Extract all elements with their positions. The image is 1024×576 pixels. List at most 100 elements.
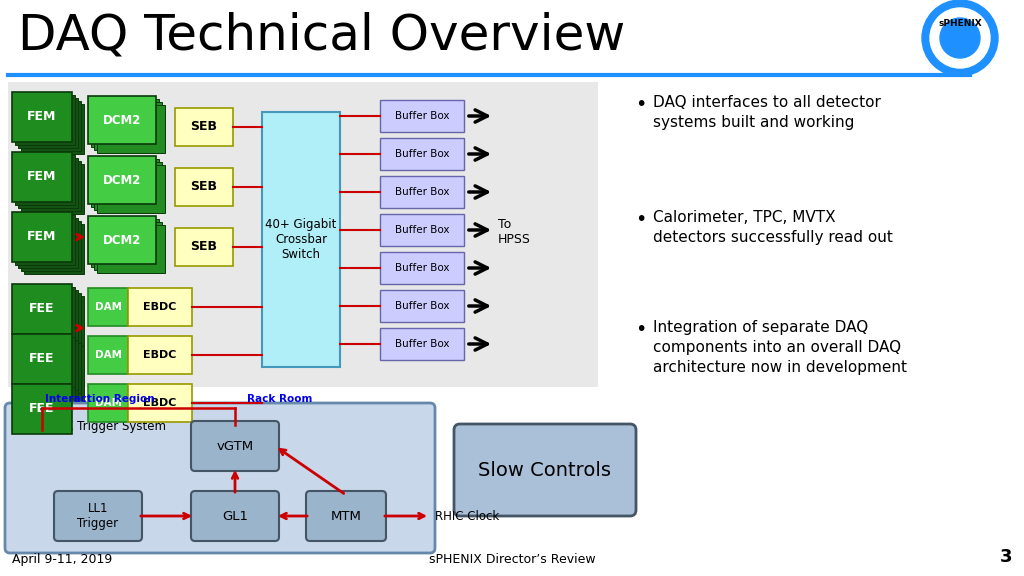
Bar [22, 161, 81, 211]
FancyBboxPatch shape [5, 403, 435, 553]
Bar [380, 252, 464, 284]
FancyBboxPatch shape [454, 424, 636, 516]
Text: DAQ interfaces to all detector
systems built and working: DAQ interfaces to all detector systems b… [653, 95, 881, 130]
Circle shape [922, 0, 998, 76]
Bar [22, 101, 81, 151]
Bar [15, 337, 75, 387]
Bar [15, 287, 75, 337]
Text: RHIC Clock: RHIC Clock [435, 510, 500, 522]
Bar [18, 390, 78, 440]
Text: EBDC: EBDC [143, 350, 177, 360]
Text: •: • [635, 95, 646, 114]
Text: sPHENIX Trigger System: sPHENIX Trigger System [24, 420, 166, 433]
Text: •: • [635, 210, 646, 229]
Bar [22, 343, 81, 393]
Bar [24, 104, 84, 154]
Text: Slow Controls: Slow Controls [478, 460, 611, 479]
Bar [97, 105, 165, 153]
Text: DAM: DAM [94, 350, 122, 360]
Circle shape [940, 18, 980, 58]
Bar [22, 221, 81, 271]
Text: To
HPSS: To HPSS [498, 218, 530, 246]
Text: 40+ Gigabit
Crossbar
Switch: 40+ Gigabit Crossbar Switch [265, 218, 337, 261]
Bar [22, 393, 81, 443]
Text: Buffer Box: Buffer Box [394, 225, 450, 235]
Text: •: • [635, 320, 646, 339]
Text: DAM: DAM [94, 398, 122, 408]
Bar [15, 215, 75, 265]
Bar [88, 336, 128, 374]
Text: sPHENIX Director’s Review: sPHENIX Director’s Review [429, 553, 595, 566]
Bar [12, 152, 72, 202]
Text: Buffer Box: Buffer Box [394, 149, 450, 159]
Bar [88, 216, 156, 264]
Bar [8, 82, 598, 387]
Bar [22, 293, 81, 343]
Bar [175, 108, 233, 146]
Bar [91, 219, 159, 267]
Bar [97, 165, 165, 213]
Text: EBDC: EBDC [143, 398, 177, 408]
Text: FEM: FEM [28, 230, 56, 244]
Bar [12, 334, 72, 384]
Bar [175, 168, 233, 206]
Bar [24, 164, 84, 214]
Text: 3: 3 [999, 548, 1012, 566]
Bar [12, 284, 72, 334]
Bar [15, 95, 75, 145]
Bar [18, 218, 78, 268]
Bar [175, 228, 233, 266]
Bar [380, 214, 464, 246]
Text: GL1: GL1 [222, 510, 248, 522]
Text: DAQ Technical Overview: DAQ Technical Overview [18, 12, 626, 60]
Text: Buffer Box: Buffer Box [394, 301, 450, 311]
FancyBboxPatch shape [54, 491, 142, 541]
Text: DCM2: DCM2 [102, 113, 141, 127]
Bar [94, 162, 162, 210]
Text: SEB: SEB [190, 120, 217, 134]
Bar [15, 155, 75, 205]
Bar [12, 212, 72, 262]
Text: Buffer Box: Buffer Box [394, 111, 450, 121]
Text: DCM2: DCM2 [102, 233, 141, 247]
Bar [91, 159, 159, 207]
FancyBboxPatch shape [191, 421, 279, 471]
Text: Rack Room: Rack Room [248, 394, 312, 404]
Text: LL1
Trigger: LL1 Trigger [78, 502, 119, 530]
Text: Calorimeter, TPC, MVTX
detectors successfully read out: Calorimeter, TPC, MVTX detectors success… [653, 210, 893, 245]
Bar [12, 92, 72, 142]
Bar [380, 138, 464, 170]
Text: Integration of separate DAQ
components into an overall DAQ
architecture now in d: Integration of separate DAQ components i… [653, 320, 907, 374]
Text: EBDC: EBDC [143, 302, 177, 312]
Text: Buffer Box: Buffer Box [394, 263, 450, 273]
Bar [12, 384, 72, 434]
Bar [24, 346, 84, 396]
Text: Buffer Box: Buffer Box [394, 187, 450, 197]
Bar [18, 98, 78, 148]
Text: DAM: DAM [94, 302, 122, 312]
Bar [91, 99, 159, 147]
Text: DCM2: DCM2 [102, 173, 141, 187]
Bar [94, 102, 162, 150]
Bar [24, 296, 84, 346]
Bar [380, 290, 464, 322]
Bar [18, 290, 78, 340]
Bar [128, 288, 193, 326]
Bar [97, 225, 165, 273]
Bar [88, 288, 128, 326]
Bar [24, 224, 84, 274]
Text: FEM: FEM [28, 111, 56, 123]
Bar [380, 176, 464, 208]
Bar [94, 222, 162, 270]
Bar [262, 112, 340, 367]
Text: vGTM: vGTM [216, 439, 254, 453]
Bar [15, 387, 75, 437]
Bar [88, 384, 128, 422]
Text: SEB: SEB [190, 241, 217, 253]
Bar [18, 340, 78, 390]
Text: Interaction Region: Interaction Region [45, 394, 155, 404]
Bar [88, 156, 156, 204]
Text: sPHENIX: sPHENIX [938, 20, 982, 28]
Bar [128, 384, 193, 422]
Text: Buffer Box: Buffer Box [394, 339, 450, 349]
